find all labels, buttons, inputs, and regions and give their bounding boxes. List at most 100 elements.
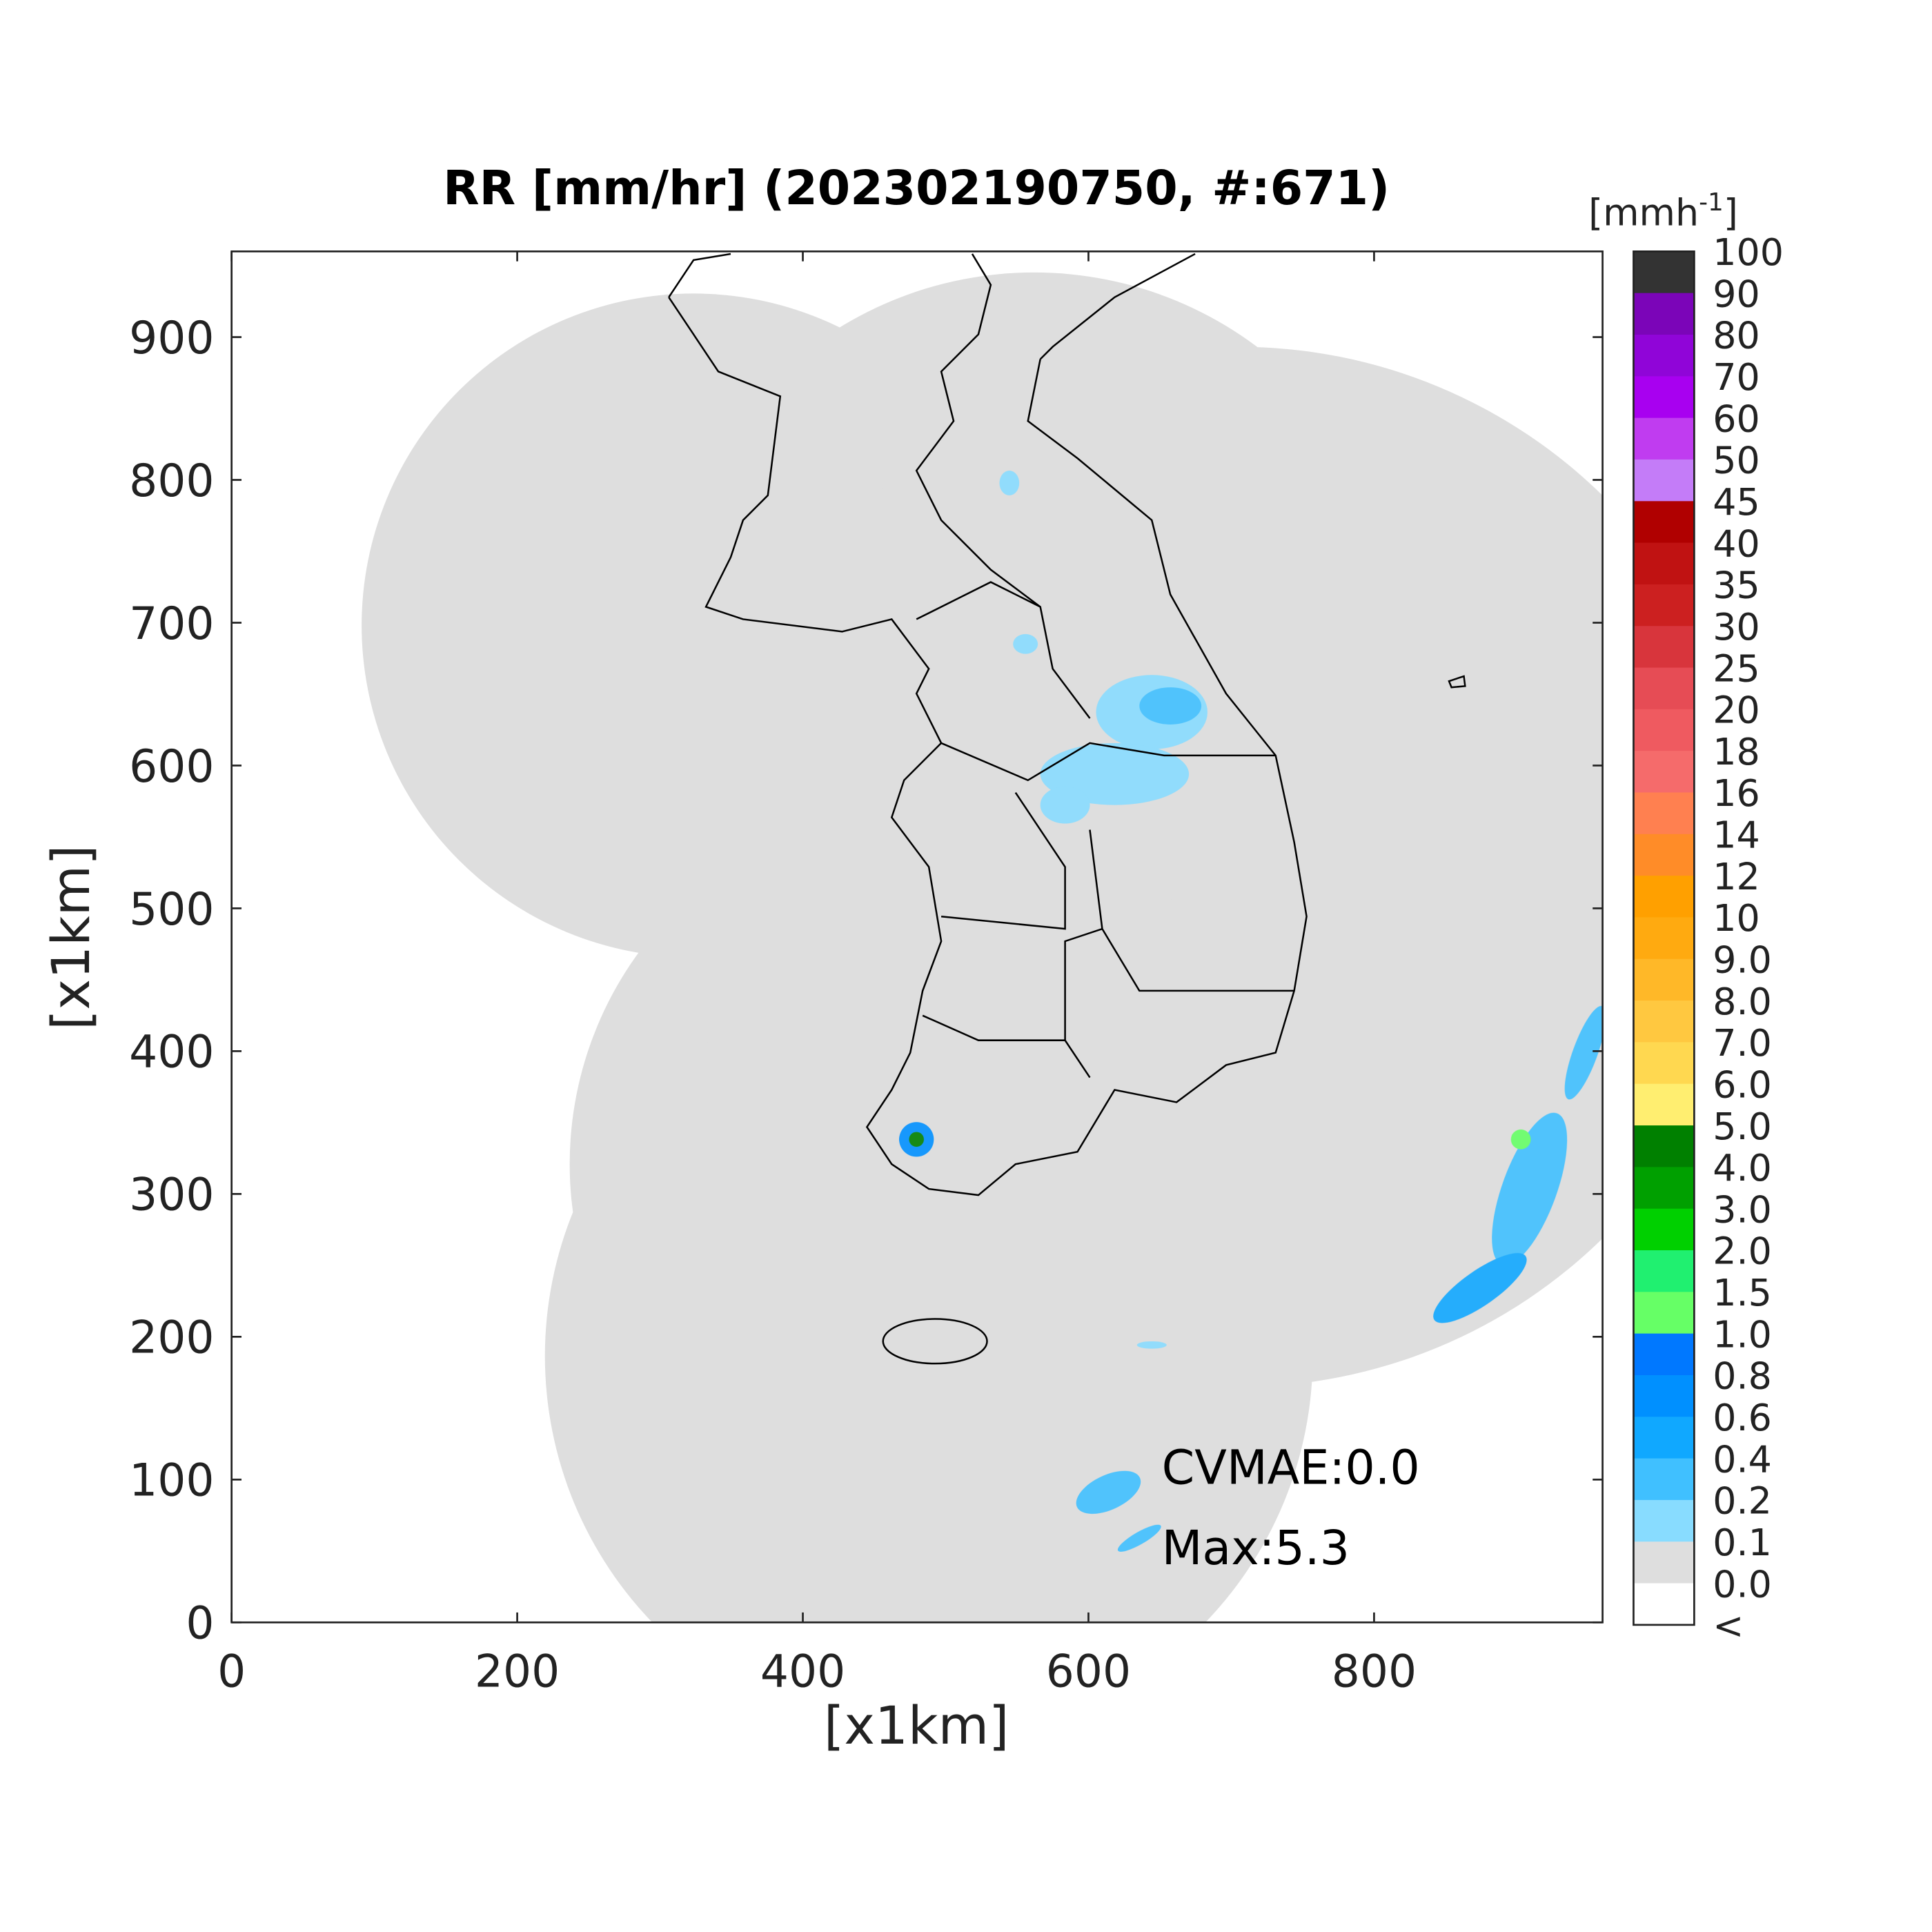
colorbar-label: 30: [1713, 605, 1760, 649]
x-tick-label: 600: [1046, 1646, 1131, 1698]
colorbar-segment: [1633, 626, 1695, 669]
coverage: [544, 972, 1313, 1623]
colorbar-label: 8.0: [1713, 980, 1772, 1023]
y-tick-label: 500: [129, 884, 214, 936]
colorbar-label: 50: [1713, 439, 1760, 482]
y-tick-label: 400: [129, 1027, 214, 1078]
colorbar-segment: [1633, 293, 1695, 335]
colorbar-segment: [1633, 917, 1695, 960]
province-border: [916, 581, 1294, 1078]
colorbar-label: 100: [1713, 230, 1784, 274]
rain-patch: [1139, 687, 1202, 724]
colorbar-segment: [1633, 876, 1695, 918]
colorbar-segment: [1633, 792, 1695, 835]
colorbar-segment: [1633, 459, 1695, 502]
rain-patch: [1117, 1524, 1161, 1552]
x-tick-label: 800: [1332, 1646, 1417, 1698]
y-tick-label: 900: [129, 313, 214, 364]
y-tick-label: 0: [186, 1598, 214, 1650]
colorbar-title: [mmh-1]: [1588, 188, 1738, 235]
colorbar-label: 4.0: [1713, 1146, 1772, 1190]
colorbar-segment: [1633, 1125, 1695, 1168]
coast-path: [1039, 253, 1196, 360]
y-axis-label: [x1km]: [41, 845, 101, 1029]
colorbar-segment: [1633, 334, 1695, 377]
unit-close: ]: [1724, 191, 1738, 235]
colorbar-label: 60: [1713, 397, 1760, 440]
x-tick-label: 0: [217, 1646, 246, 1698]
colorbar-segment: [1633, 1583, 1695, 1626]
colorbar-segment: [1633, 1042, 1695, 1085]
colorbar-label: 3.0: [1713, 1187, 1772, 1231]
x-tick-label: 200: [475, 1646, 560, 1698]
colorbar-label: 14: [1713, 814, 1760, 857]
colorbar-label: 9.0: [1713, 938, 1772, 982]
colorbar-segment: [1633, 667, 1695, 710]
rain-patch: [1013, 633, 1038, 654]
y-tick-label: 300: [129, 1170, 214, 1221]
plot-frame: [230, 250, 1604, 1624]
rain-patch: [999, 471, 1020, 495]
y-tick-label: 200: [129, 1312, 214, 1364]
colorbar-label: 90: [1713, 272, 1760, 315]
colorbar-label: 1.5: [1713, 1271, 1772, 1314]
annotation: Max:5.3: [1162, 1521, 1350, 1576]
colorbar-segment: [1633, 1167, 1695, 1210]
island: [1448, 675, 1466, 689]
unit-sup: -1: [1699, 188, 1724, 217]
colorbar-segment: [1633, 709, 1695, 752]
colorbar-segment: [1633, 1292, 1695, 1334]
y-tick-label: 600: [129, 741, 214, 793]
colorbar-label: 0.6: [1713, 1396, 1772, 1439]
unit: [mmh: [1588, 191, 1699, 235]
colorbar-segment: [1633, 751, 1695, 793]
colorbar-segment: [1633, 1499, 1695, 1543]
colorbar-segment: [1633, 584, 1695, 627]
rain-patch: [1136, 1341, 1167, 1349]
y-tick-label: 100: [129, 1455, 214, 1507]
colorbar-frame: [1633, 250, 1695, 1626]
colorbar-label: 5.0: [1713, 1105, 1772, 1148]
rain-patch: [1040, 786, 1090, 824]
coastline: [668, 253, 1466, 1365]
colorbar-segment: [1633, 1541, 1695, 1584]
x-axis-label: [x1km]: [824, 1695, 1009, 1756]
rain-patch: [1076, 1470, 1141, 1514]
coast-path: [668, 253, 1308, 1196]
colorbar-label: 10: [1713, 896, 1760, 940]
colorbar-label: 1.0: [1713, 1312, 1772, 1356]
colorbar-label: 70: [1713, 355, 1760, 399]
colorbar-label: 0.1: [1713, 1521, 1772, 1564]
colorbar-segment: [1633, 1000, 1695, 1043]
jeju: [882, 1318, 988, 1365]
x-tick-label: 400: [760, 1646, 845, 1698]
colorbar-label: 40: [1713, 522, 1760, 565]
rain: [899, 471, 1603, 1552]
colorbar-segment: [1633, 1333, 1695, 1376]
rain-patch: [1492, 1112, 1568, 1265]
colorbar-label: 18: [1713, 730, 1760, 773]
rain-patch: [1433, 1252, 1527, 1323]
colorbar-segment: [1633, 417, 1695, 460]
colorbar-segment: [1633, 501, 1695, 544]
rain-patch: [1564, 1005, 1603, 1100]
chart-title: RR [mm/hr] (202302190750, #:671): [443, 161, 1390, 216]
colorbar-label: 0.2: [1713, 1479, 1772, 1523]
colorbar-segment: [1633, 834, 1695, 877]
colorbar-segment: [1633, 1374, 1695, 1418]
colorbar-segment: [1633, 958, 1695, 1001]
rain-patch: [909, 1132, 924, 1147]
colorbar-segment: [1633, 251, 1695, 294]
colorbar-segment: [1633, 542, 1695, 585]
colorbar-label: 20: [1713, 689, 1760, 732]
colorbar-segment: [1633, 1417, 1695, 1459]
y-tick-label: 700: [129, 598, 214, 650]
annotation: CVMAE:0.0: [1162, 1441, 1420, 1495]
colorbar-label: 35: [1713, 564, 1760, 607]
colorbar-label: 0.4: [1713, 1437, 1772, 1481]
colorbar-segment: [1633, 1083, 1695, 1126]
colorbar-label: <: [1713, 1604, 1744, 1648]
rain-patch: [1510, 1129, 1531, 1150]
